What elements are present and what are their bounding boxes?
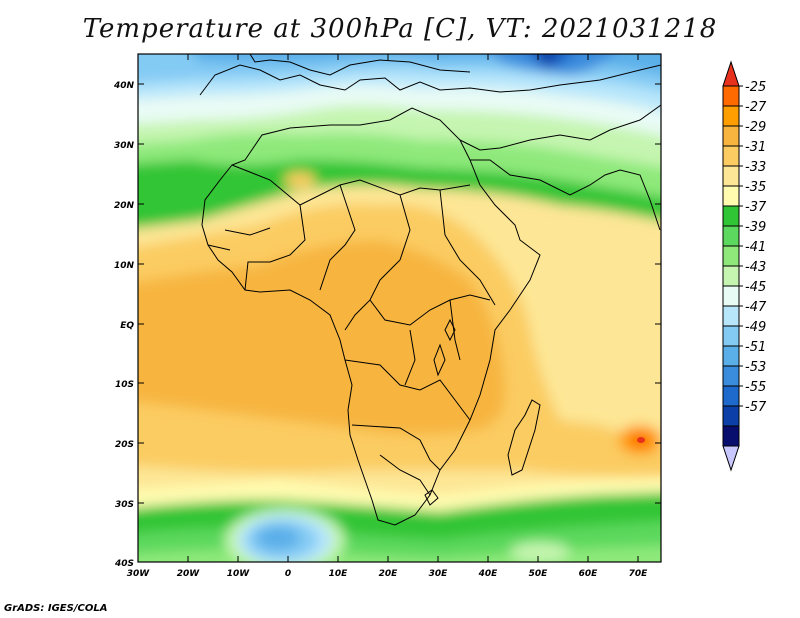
colorbar-swatch — [722, 245, 740, 267]
colorbar-label: -25 — [745, 80, 766, 95]
lon-label: 40E — [478, 569, 499, 579]
colorbar-label: -55 — [745, 380, 766, 395]
colorbar-label: -53 — [745, 360, 766, 375]
lon-label: 70E — [629, 569, 649, 579]
temperature-field — [138, 54, 661, 562]
colorbar-swatch — [722, 325, 740, 347]
lon-label: 10W — [227, 569, 251, 579]
colorbar-swatch — [722, 105, 740, 127]
lat-label: 30N — [114, 141, 135, 151]
lon-label: 30W — [127, 569, 151, 579]
lon-label: 0 — [285, 569, 291, 579]
colorbar-label: -49 — [745, 320, 766, 335]
colorbar-label: -27 — [745, 100, 767, 115]
lat-label: 20N — [114, 201, 135, 211]
colorbar-label: -33 — [745, 160, 766, 175]
lat-label: 40S — [114, 559, 134, 569]
colorbar: -25 -27 -29 -31 -33 -35 -37 -39 -41 -43 -45 -47 -49 -… — [722, 60, 767, 472]
colorbar-swatch — [722, 205, 740, 227]
map-frame — [137, 53, 662, 563]
colorbar-swatch — [722, 185, 740, 207]
colorbar-swatch — [722, 345, 740, 367]
colorbar-label: -29 — [745, 120, 766, 135]
credit-label: GrADS: IGES/COLA — [4, 603, 108, 614]
lon-label: 50E — [529, 569, 549, 579]
colorbar-label: -57 — [745, 400, 767, 415]
colorbar-swatch — [722, 425, 740, 447]
colorbar-label: -37 — [745, 200, 767, 215]
lat-label: EQ — [120, 321, 134, 331]
colorbar-swatch — [722, 365, 740, 387]
lon-label: 20E — [379, 569, 399, 579]
lat-label: 20S — [115, 440, 134, 450]
lat-label: 30S — [115, 500, 134, 510]
colorbar-swatch — [722, 285, 740, 307]
colorbar-swatch — [722, 265, 740, 287]
colorbar-swatch — [722, 385, 740, 407]
lat-label: 10S — [115, 380, 134, 390]
lon-label: 60E — [579, 569, 599, 579]
colorbar-label: -43 — [745, 260, 766, 275]
colorbar-swatch — [722, 165, 740, 187]
colorbar-swatch — [722, 125, 740, 147]
colorbar-arrow-top — [722, 60, 740, 87]
colorbar-swatch — [722, 225, 740, 247]
lon-label: 20W — [177, 569, 201, 579]
colorbar-label: -47 — [745, 300, 767, 315]
chart-title: Temperature at 300hPa [C], VT: 202103121… — [82, 14, 718, 44]
colorbar-swatch — [722, 405, 740, 427]
lon-label: 30E — [429, 569, 449, 579]
colorbar-label: -45 — [745, 280, 766, 295]
coastlines — [199, 54, 661, 526]
lat-label: 40N — [113, 81, 135, 91]
colorbar-swatch — [722, 85, 740, 107]
colorbar-swatch — [722, 305, 740, 327]
colorbar-label: -35 — [745, 180, 766, 195]
lat-label: 10N — [114, 261, 135, 271]
colorbar-arrow-bottom — [722, 445, 740, 472]
colorbar-swatch — [722, 145, 740, 167]
colorbar-label: -51 — [745, 340, 766, 355]
colorbar-label: -31 — [745, 140, 766, 155]
colorbar-label: -39 — [745, 220, 766, 235]
lon-label: 10E — [329, 569, 349, 579]
colorbar-label: -41 — [745, 240, 766, 255]
